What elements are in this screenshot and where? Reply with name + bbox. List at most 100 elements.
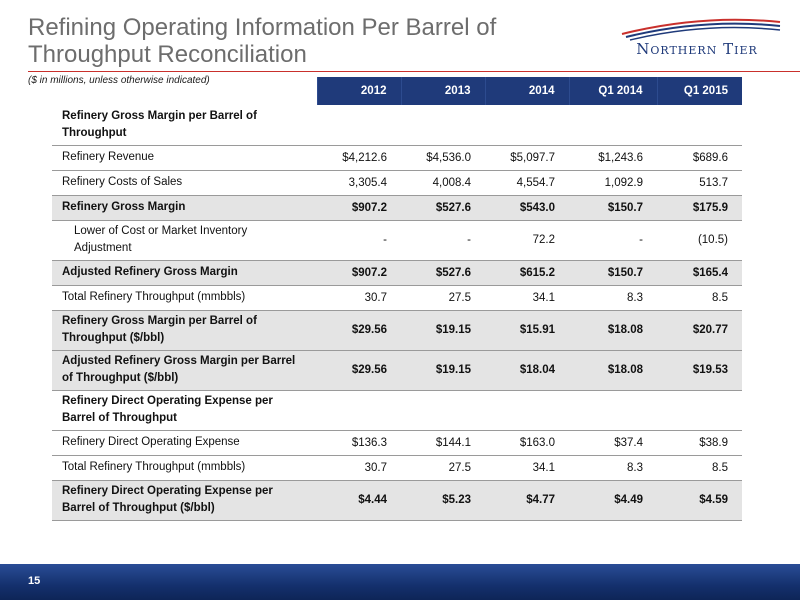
cell-value: $37.4 xyxy=(569,430,657,456)
cell-value: $615.2 xyxy=(485,260,569,286)
table-row: Refinery Gross Margin $907.2 $527.6 $543… xyxy=(52,195,742,221)
cell-value: $18.04 xyxy=(485,350,569,391)
cell-value xyxy=(317,105,401,146)
cell-value: 30.7 xyxy=(317,455,401,481)
logo-wordmark: Northern Tier xyxy=(636,40,758,58)
cell-value: 4,008.4 xyxy=(401,170,485,196)
cell-value: $163.0 xyxy=(485,430,569,456)
row-label: Adjusted Refinery Gross Margin xyxy=(52,260,317,286)
cell-value: 3,305.4 xyxy=(317,170,401,196)
table-row: Total Refinery Throughput (mmbbls) 30.7 … xyxy=(52,285,742,311)
cell-value: $20.77 xyxy=(657,310,742,351)
cell-value: $19.15 xyxy=(401,310,485,351)
cell-value: $527.6 xyxy=(401,195,485,221)
cell-value: $19.15 xyxy=(401,350,485,391)
table-row: Refinery Revenue $4,212.6 $4,536.0 $5,09… xyxy=(52,145,742,171)
table-row: Lower of Cost or Market Inventory Adjust… xyxy=(52,220,742,261)
cell-value: $1,243.6 xyxy=(569,145,657,171)
column-header: Q1 2015 xyxy=(656,77,742,105)
cell-value: $4.49 xyxy=(569,480,657,521)
row-label: Refinery Revenue xyxy=(52,145,317,171)
row-label: Adjusted Refinery Gross Margin per Barre… xyxy=(52,350,317,391)
column-header: 2014 xyxy=(484,77,569,105)
cell-value: $5,097.7 xyxy=(485,145,569,171)
page-title: Refining Operating Information Per Barre… xyxy=(28,14,548,68)
page-number: 15 xyxy=(28,575,41,587)
table-row: Refinery Direct Operating Expense $136.3… xyxy=(52,430,742,456)
cell-value xyxy=(657,390,742,431)
cell-value xyxy=(485,105,569,146)
title-divider xyxy=(28,71,800,72)
cell-value: 4,554.7 xyxy=(485,170,569,196)
table-row: Refinery Gross Margin per Barrel of Thro… xyxy=(52,105,742,146)
cell-value xyxy=(657,105,742,146)
cell-value: $543.0 xyxy=(485,195,569,221)
cell-value: 27.5 xyxy=(401,455,485,481)
cell-value: $15.91 xyxy=(485,310,569,351)
cell-value: $150.7 xyxy=(569,195,657,221)
table-row: Refinery Costs of Sales 3,305.4 4,008.4 … xyxy=(52,170,742,196)
table-row: Refinery Direct Operating Expense per Ba… xyxy=(52,480,742,521)
table-row: Refinery Gross Margin per Barrel of Thro… xyxy=(52,310,742,351)
cell-value: 34.1 xyxy=(485,285,569,311)
cell-value: 1,092.9 xyxy=(569,170,657,196)
cell-value: - xyxy=(569,220,657,261)
cell-value xyxy=(569,390,657,431)
cell-value xyxy=(401,105,485,146)
cell-value: $29.56 xyxy=(317,310,401,351)
cell-value: $19.53 xyxy=(657,350,742,391)
table-row: Total Refinery Throughput (mmbbls) 30.7 … xyxy=(52,455,742,481)
row-label: Refinery Direct Operating Expense per Ba… xyxy=(52,390,317,431)
cell-value: 8.3 xyxy=(569,455,657,481)
table-row: Refinery Direct Operating Expense per Ba… xyxy=(52,390,742,431)
cell-value: - xyxy=(401,220,485,261)
row-label: Refinery Gross Margin per Barrel of Thro… xyxy=(52,310,317,351)
cell-value: $18.08 xyxy=(569,350,657,391)
swoosh-icon xyxy=(621,18,781,41)
northern-tier-logo: Northern Tier xyxy=(612,8,782,70)
table-row: Adjusted Refinery Gross Margin $907.2 $5… xyxy=(52,260,742,286)
cell-value: 27.5 xyxy=(401,285,485,311)
cell-value: (10.5) xyxy=(657,220,742,261)
cell-value: 72.2 xyxy=(485,220,569,261)
cell-value: $29.56 xyxy=(317,350,401,391)
cell-value: $4,536.0 xyxy=(401,145,485,171)
cell-value: 30.7 xyxy=(317,285,401,311)
cell-value: $175.9 xyxy=(657,195,742,221)
cell-value: $4,212.6 xyxy=(317,145,401,171)
cell-value: 8.5 xyxy=(657,455,742,481)
cell-value: $150.7 xyxy=(569,260,657,286)
cell-value: 513.7 xyxy=(657,170,742,196)
row-label: Total Refinery Throughput (mmbbls) xyxy=(52,285,317,311)
row-label: Refinery Costs of Sales xyxy=(52,170,317,196)
cell-value: $5.23 xyxy=(401,480,485,521)
cell-value: 8.5 xyxy=(657,285,742,311)
cell-value xyxy=(317,390,401,431)
column-header: Q1 2014 xyxy=(568,77,657,105)
cell-value: $907.2 xyxy=(317,260,401,286)
row-label: Refinery Direct Operating Expense per Ba… xyxy=(52,480,317,521)
cell-value xyxy=(569,105,657,146)
row-label: Refinery Gross Margin xyxy=(52,195,317,221)
cell-value: $4.44 xyxy=(317,480,401,521)
column-header: 2012 xyxy=(316,77,401,105)
cell-value: $527.6 xyxy=(401,260,485,286)
reconciliation-table: 2012 2013 2014 Q1 2014 Q1 2015 Refinery … xyxy=(52,77,742,521)
cell-value xyxy=(485,390,569,431)
row-label: Total Refinery Throughput (mmbbls) xyxy=(52,455,317,481)
cell-value: 34.1 xyxy=(485,455,569,481)
cell-value xyxy=(401,390,485,431)
row-label: Refinery Direct Operating Expense xyxy=(52,430,317,456)
cell-value: 8.3 xyxy=(569,285,657,311)
table-header-row: 2012 2013 2014 Q1 2014 Q1 2015 xyxy=(52,77,742,105)
cell-value: $38.9 xyxy=(657,430,742,456)
cell-value: $136.3 xyxy=(317,430,401,456)
units-note: ($ in millions, unless otherwise indicat… xyxy=(28,75,210,86)
cell-value: - xyxy=(317,220,401,261)
cell-value: $4.77 xyxy=(485,480,569,521)
row-label: Lower of Cost or Market Inventory Adjust… xyxy=(52,220,317,261)
cell-value: $18.08 xyxy=(569,310,657,351)
table-row: Adjusted Refinery Gross Margin per Barre… xyxy=(52,350,742,391)
cell-value: $689.6 xyxy=(657,145,742,171)
cell-value: $144.1 xyxy=(401,430,485,456)
